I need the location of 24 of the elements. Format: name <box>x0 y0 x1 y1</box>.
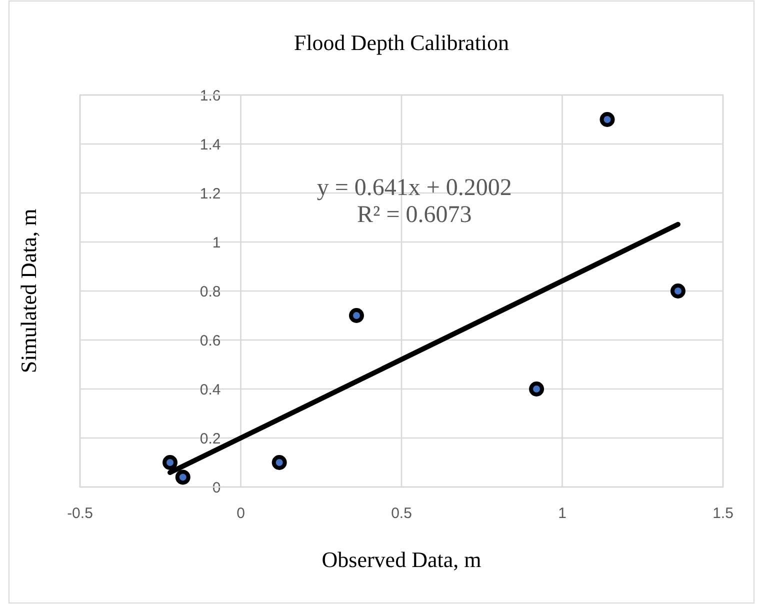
point <box>162 455 178 470</box>
x-tick-label: 1.5 <box>712 505 734 522</box>
x-axis-title: Observed Data, m <box>322 547 482 572</box>
x-tick-label: 1 <box>558 505 566 522</box>
point <box>175 470 190 485</box>
y-tick-label: 0.4 <box>200 381 221 398</box>
y-tick-label: 1 <box>212 234 221 252</box>
point <box>600 112 615 127</box>
y-tick-label: 0.8 <box>200 283 221 300</box>
y-tick-label: 1.2 <box>200 185 221 202</box>
y-tick-label: 0.6 <box>200 332 221 350</box>
x-tick-label: 0 <box>236 505 245 522</box>
x-tick-label: -0.5 <box>67 505 93 522</box>
x-tick-label: 0.5 <box>391 505 412 522</box>
point <box>348 308 364 323</box>
annotation: y = 0.641x + 0.2002 <box>316 175 512 201</box>
point <box>272 455 287 470</box>
y-tick-label: 0.2 <box>200 430 221 448</box>
y-axis-title: Simulated Data, m <box>16 208 41 374</box>
annotation: R² = 0.6073 <box>356 202 472 228</box>
chart-title: Flood Depth Calibration <box>294 30 510 55</box>
point <box>529 382 544 396</box>
y-tick-label: 1.4 <box>200 136 221 154</box>
point <box>670 284 686 298</box>
